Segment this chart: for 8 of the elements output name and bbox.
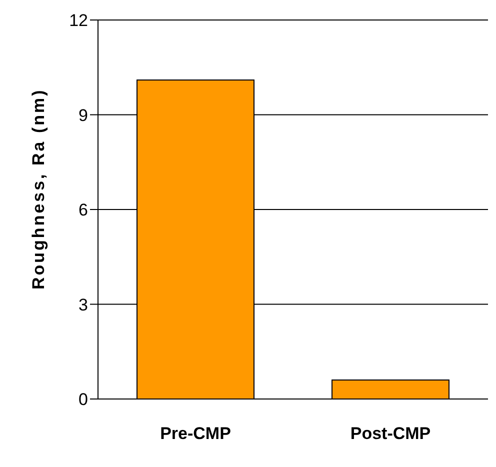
- y-tick-label: 12: [69, 11, 88, 30]
- y-tick-label: 6: [78, 200, 88, 220]
- y-tick-label: 9: [78, 106, 88, 125]
- y-axis-title: Roughness, Ra (nm): [29, 88, 48, 290]
- y-tick-label: 0: [78, 390, 88, 410]
- y-tick-label: 3: [78, 295, 88, 314]
- x-tick-label: Pre-CMP: [160, 424, 231, 444]
- x-tick-label: Post-CMP: [350, 424, 431, 444]
